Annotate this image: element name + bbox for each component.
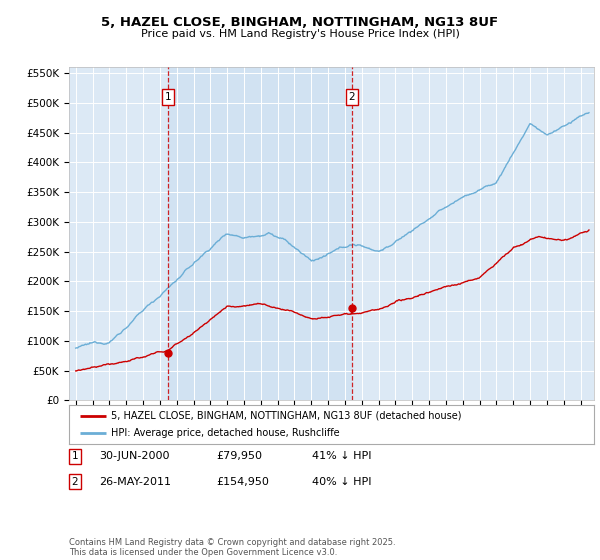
Text: £79,950: £79,950 [216,451,262,461]
Text: 30-JUN-2000: 30-JUN-2000 [99,451,170,461]
Text: 26-MAY-2011: 26-MAY-2011 [99,477,171,487]
Text: HPI: Average price, detached house, Rushcliffe: HPI: Average price, detached house, Rush… [111,428,340,438]
Text: 1: 1 [71,451,79,461]
Text: 5, HAZEL CLOSE, BINGHAM, NOTTINGHAM, NG13 8UF: 5, HAZEL CLOSE, BINGHAM, NOTTINGHAM, NG1… [101,16,499,29]
Text: 5, HAZEL CLOSE, BINGHAM, NOTTINGHAM, NG13 8UF (detached house): 5, HAZEL CLOSE, BINGHAM, NOTTINGHAM, NG1… [111,410,461,421]
Bar [168,67,352,400]
Text: 2: 2 [349,92,355,102]
Text: Contains HM Land Registry data © Crown copyright and database right 2025.
This d: Contains HM Land Registry data © Crown c… [69,538,395,557]
Text: 2: 2 [71,477,79,487]
Text: £154,950: £154,950 [216,477,269,487]
Text: 40% ↓ HPI: 40% ↓ HPI [312,477,371,487]
Text: Price paid vs. HM Land Registry's House Price Index (HPI): Price paid vs. HM Land Registry's House … [140,29,460,39]
Text: 1: 1 [165,92,172,102]
Text: 41% ↓ HPI: 41% ↓ HPI [312,451,371,461]
